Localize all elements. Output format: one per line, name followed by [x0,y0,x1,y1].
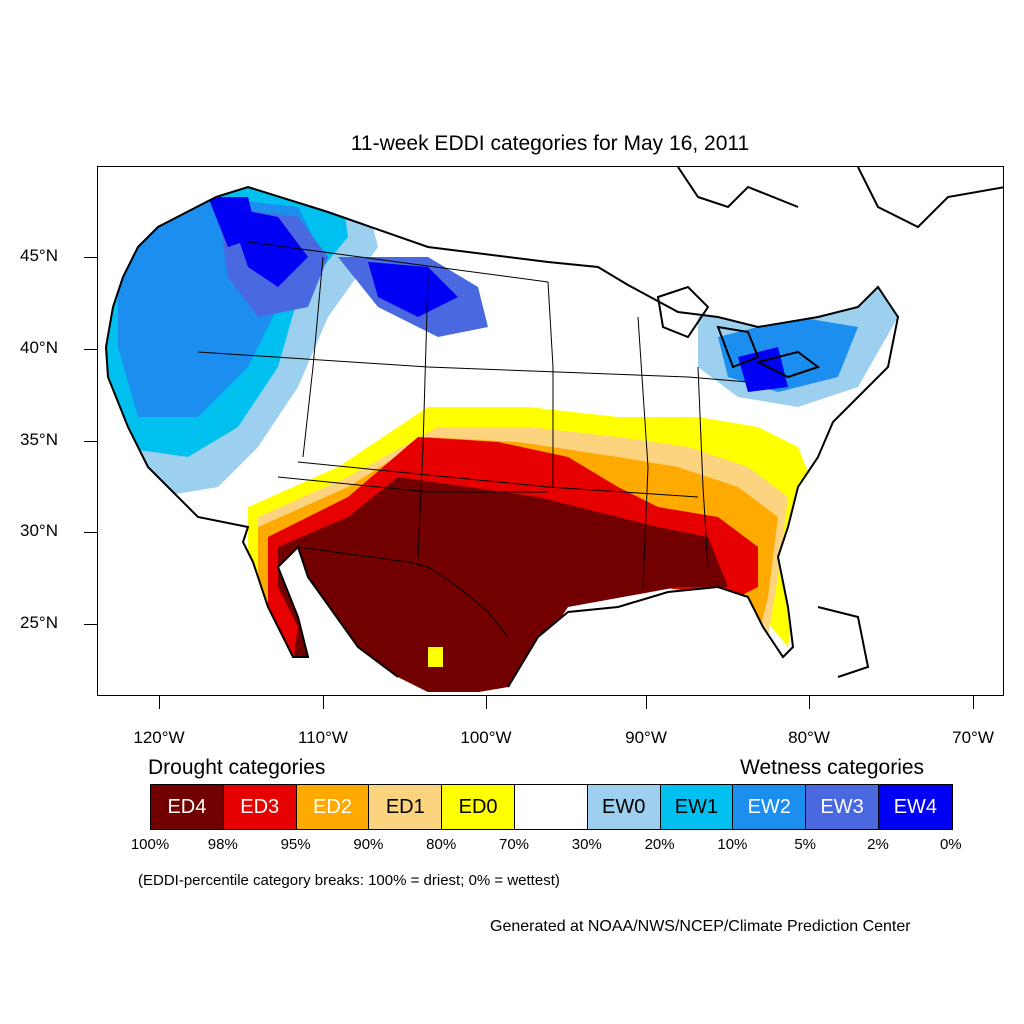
legend-box-ew3: EW3 [806,785,879,829]
lat-tick [84,257,97,258]
category-legend: ED4 ED3 ED2 ED1 ED0 EW0 EW1 EW2 EW3 EW4 [150,784,953,830]
lat-label-35: 35°N [20,430,58,449]
lon-label-100: 100°W [460,728,512,747]
lat-tick [84,532,97,533]
coastlines [104,167,1003,688]
legend-note: (EDDI-percentile category breaks: 100% =… [138,872,560,889]
legend-box-ed2: ED2 [296,785,370,829]
legend-box-ed0: ED0 [442,785,515,829]
category-shading [106,187,898,692]
legend-box-ed3: ED3 [223,785,297,829]
legend-box-neutral [514,785,588,829]
percentile-break-label: 90% [353,836,384,853]
lon-tick [646,696,647,709]
percentile-break-label: 100% [130,836,170,853]
boundary-lines [197,241,749,638]
legend-box-ed4: ED4 [151,785,224,829]
credit-line: Generated at NOAA/NWS/NCEP/Climate Predi… [490,918,911,935]
lat-tick [84,624,97,625]
lat-tick [84,349,97,350]
legend-box-ew1: EW1 [660,785,734,829]
lon-label-90: 90°W [625,728,667,747]
percentile-break-label: 10% [717,836,748,853]
lat-label-30: 30°N [20,521,58,540]
lon-label-120: 120°W [133,728,185,747]
lon-label-70: 70°W [952,728,994,747]
lat-tick [84,441,97,442]
legend-box-ew4: EW4 [878,785,952,829]
percentile-break-label: 98% [207,836,238,853]
lon-tick [323,696,324,709]
drought-heading: Drought categories [148,756,326,779]
percentile-break-label: 70% [498,836,530,853]
percentile-break-label: 0% [939,836,962,853]
map-title: 11-week EDDI categories for May 16, 2011 [350,132,750,155]
lat-label-45: 45°N [20,246,58,265]
lon-tick [486,696,487,709]
percentile-break-label: 30% [571,836,602,853]
legend-box-ew2: EW2 [733,785,807,829]
lon-label-110: 110°W [298,728,348,747]
lon-label-80: 80°W [788,728,830,747]
percentile-break-label: 20% [644,836,675,853]
lon-tick [159,696,160,709]
percentile-break-label: 80% [426,836,457,853]
lat-label-40: 40°N [20,338,58,357]
percentile-break-label: 95% [280,836,311,853]
lon-tick [809,696,810,709]
percentile-break-label: 2% [867,836,889,853]
eddi-map [97,166,1004,696]
wetness-heading: Wetness categories [740,756,925,779]
lon-tick [973,696,974,709]
legend-box-ed1: ED1 [369,785,443,829]
legend-box-ew0: EW0 [587,785,661,829]
lat-label-25: 25°N [20,613,58,632]
eddi-map-graphic [104,167,1003,692]
percentile-break-label: 5% [794,836,817,853]
